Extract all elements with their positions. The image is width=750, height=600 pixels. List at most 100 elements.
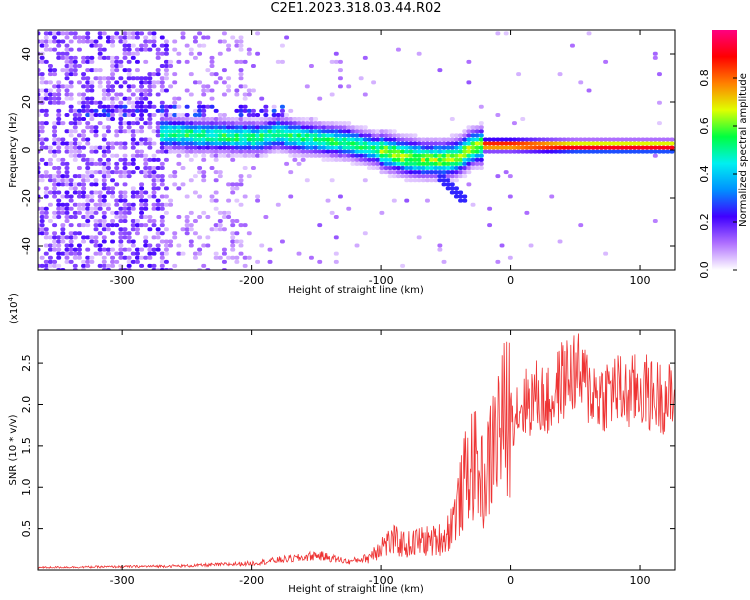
heatmap-cell — [89, 194, 95, 199]
heatmap-cell — [89, 259, 95, 264]
heatmap-cell — [151, 153, 157, 158]
heatmap-cell — [362, 157, 368, 162]
heatmap-cell — [126, 121, 132, 126]
heatmap-cell — [89, 100, 95, 105]
heatmap-cell — [192, 39, 198, 44]
heatmap-cell — [648, 145, 654, 150]
snr-y-tick-label: 0.5 — [20, 520, 33, 538]
heatmap-cell — [565, 149, 571, 154]
heatmap-cell — [39, 178, 45, 183]
heatmap-cell — [499, 243, 505, 248]
heatmap-cell — [151, 166, 157, 170]
heatmap-cell — [39, 141, 45, 146]
heatmap-cell — [246, 121, 252, 126]
heatmap-cell — [238, 39, 244, 44]
heatmap-cell — [43, 210, 49, 215]
heatmap-cell — [60, 55, 66, 60]
heatmap-cell — [85, 157, 91, 162]
heatmap-cell — [238, 133, 244, 138]
heatmap-cell — [184, 104, 190, 109]
heatmap-cell — [313, 145, 319, 150]
heatmap-cell — [242, 133, 248, 138]
heatmap-cell — [246, 137, 252, 142]
heatmap-cell — [429, 174, 435, 179]
heatmap-cell — [155, 121, 161, 126]
heatmap-cell — [250, 112, 256, 117]
heatmap-cell — [43, 145, 49, 150]
heatmap-cell — [217, 219, 223, 224]
heatmap-cell — [143, 174, 149, 179]
heatmap-cell — [68, 243, 74, 248]
heatmap-cell — [184, 43, 190, 48]
heatmap-cell — [226, 117, 232, 122]
heatmap-cell — [226, 210, 232, 215]
heatmap-cell — [250, 129, 256, 134]
heatmap-cell — [337, 68, 343, 73]
heatmap-cell — [250, 166, 256, 170]
heatmap-cell — [387, 149, 393, 154]
heatmap-cell — [180, 137, 186, 142]
heatmap-cell — [139, 117, 145, 122]
heatmap-cell — [437, 141, 443, 146]
heatmap-cell — [47, 243, 53, 248]
heatmap-cell — [126, 239, 132, 244]
heatmap-cell — [64, 178, 70, 183]
heatmap-cell — [56, 31, 62, 36]
heatmap-cell — [317, 141, 323, 146]
heatmap-cell — [279, 129, 285, 134]
heatmap-cell — [56, 80, 62, 85]
heatmap-cell — [110, 43, 116, 48]
heatmap-cell — [586, 145, 592, 150]
heatmap-cell — [445, 141, 451, 146]
heatmap-cell — [250, 133, 256, 138]
heatmap-cell — [52, 125, 58, 130]
snr-x-tick-label: -100 — [369, 574, 394, 587]
heatmap-cell — [143, 141, 149, 146]
heatmap-cell — [139, 206, 145, 211]
heatmap-cell — [656, 137, 662, 142]
heatmap-cell — [441, 145, 447, 150]
heatmap-cell — [184, 145, 190, 150]
heatmap-cell — [499, 149, 505, 154]
heatmap-cell — [545, 137, 551, 142]
heatmap-cell — [383, 170, 389, 175]
heatmap-cell — [192, 129, 198, 134]
heatmap-cell — [400, 157, 406, 162]
snr-y-axis-label: SNR (10 * v/v) — [8, 414, 19, 485]
heatmap-cell — [325, 198, 331, 203]
snr-plot-area — [38, 333, 675, 569]
heatmap-cell — [122, 80, 128, 85]
heatmap-cell — [110, 64, 116, 68]
heatmap-cell — [85, 31, 91, 36]
heatmap-cell — [122, 141, 128, 146]
heatmap-cell — [346, 121, 352, 126]
heatmap-cell — [524, 137, 530, 142]
heatmap-cell — [126, 88, 132, 93]
heatmap-cell — [197, 145, 203, 150]
heatmap-cell — [197, 141, 203, 146]
heatmap-cell — [143, 239, 149, 244]
heatmap-cell — [81, 206, 87, 211]
heatmap-cell — [134, 68, 140, 73]
heatmap-cell — [85, 259, 91, 264]
heatmap-cell — [147, 72, 153, 77]
heatmap-cell — [271, 121, 277, 126]
heatmap-cell — [279, 117, 285, 122]
heatmap-cell — [391, 141, 397, 146]
heatmap-cell — [105, 92, 111, 97]
heatmap-cell — [221, 125, 227, 130]
heatmap-cell — [217, 76, 223, 81]
heatmap-cell — [52, 100, 58, 105]
heatmap-cell — [424, 157, 430, 162]
heatmap-cell — [375, 149, 381, 154]
heatmap-cell — [38, 174, 41, 179]
heatmap-cell — [371, 157, 377, 162]
heatmap-cell — [110, 72, 116, 77]
heatmap-cell — [354, 161, 360, 166]
heatmap-cell — [47, 64, 53, 68]
heatmap-cell — [134, 108, 140, 113]
heatmap-cell — [205, 129, 211, 134]
heatmap-cell — [321, 153, 327, 158]
heatmap-cell — [395, 153, 401, 158]
heatmap-cell — [470, 153, 476, 158]
